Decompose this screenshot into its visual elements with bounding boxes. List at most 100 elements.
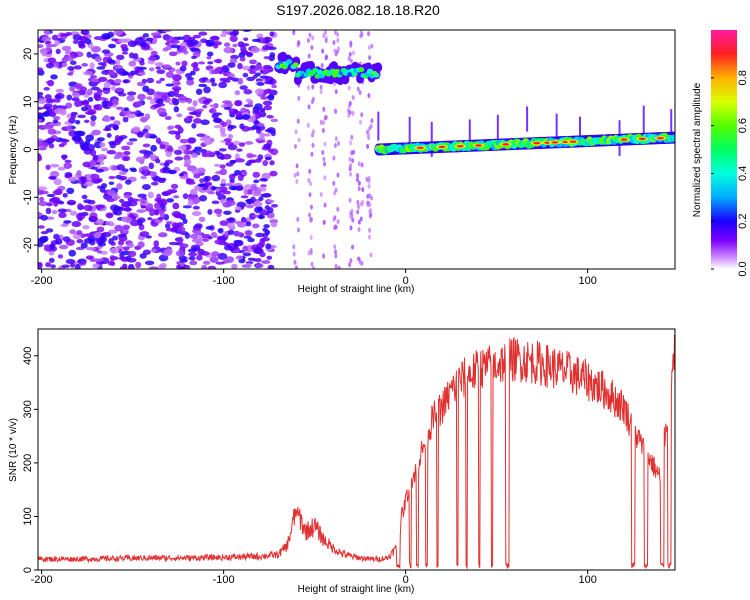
noise-speck	[91, 46, 101, 53]
noise-speck	[321, 48, 325, 54]
noise-speck	[46, 216, 55, 220]
noise-speck	[189, 260, 198, 266]
noise-speck	[114, 224, 123, 232]
x-tick-label: 0	[403, 574, 409, 586]
noise-speck	[174, 156, 184, 161]
noise-speck	[114, 134, 121, 142]
signal-cell	[671, 134, 675, 142]
noise-speck	[240, 195, 249, 199]
noise-speck	[94, 258, 105, 262]
noise-speck	[164, 115, 172, 121]
noise-speck	[182, 34, 192, 42]
noise-speck	[267, 264, 275, 269]
noise-speck	[157, 216, 165, 221]
noise-speck	[245, 221, 252, 227]
noise-speck	[179, 65, 187, 72]
noise-speck	[260, 96, 268, 100]
noise-speck	[38, 189, 45, 195]
noise-speck	[262, 100, 273, 106]
colorbar: 0.0 0.2 0.4 0.6 0.8 Normalized spectral ampl…	[692, 30, 749, 277]
noise-speck	[179, 259, 188, 263]
noise-speck	[214, 163, 221, 167]
noise-speck	[189, 233, 199, 239]
noise-speck	[88, 215, 97, 223]
noise-speck	[205, 39, 215, 47]
noise-speck	[215, 58, 222, 64]
noise-speck	[175, 250, 185, 257]
noise-speck	[262, 45, 270, 51]
noise-speck	[110, 241, 116, 246]
noise-speck	[260, 107, 266, 113]
noise-speck	[113, 30, 123, 36]
noise-speck	[52, 98, 61, 103]
noise-speck	[198, 77, 207, 83]
noise-speck	[65, 31, 72, 36]
snr-panel: -200 -100 0 100 0 100 200 300 400 Height of str…	[8, 328, 676, 595]
noise-speck	[128, 213, 135, 218]
noise-speck	[43, 87, 50, 91]
noise-speck	[69, 210, 78, 216]
noise-speck	[172, 202, 180, 210]
noise-speck	[62, 236, 71, 243]
noise-speck	[361, 199, 365, 205]
noise-speck	[47, 128, 57, 135]
noise-speck	[95, 218, 105, 225]
noise-speck	[96, 137, 105, 142]
noise-speck	[127, 250, 137, 258]
noise-speck	[131, 198, 139, 202]
noise-speck	[205, 225, 214, 230]
noise-speck	[115, 174, 123, 180]
x-tick-label: -200	[31, 574, 53, 586]
noise-speck	[95, 168, 105, 173]
noise-speck	[293, 172, 297, 178]
noise-speck	[266, 199, 275, 204]
noise-speck	[348, 262, 352, 268]
x-tick-label: 0	[403, 275, 409, 287]
noise-speck	[310, 151, 314, 157]
signal-spike	[642, 105, 645, 134]
noise-speck	[61, 264, 70, 268]
x-tick-label: -100	[213, 574, 235, 586]
noise-speck	[177, 126, 184, 134]
noise-speck	[89, 62, 95, 69]
spectrogram-x-ticks: -200 -100 0 100	[31, 269, 597, 287]
noise-speck	[261, 172, 271, 180]
noise-speck	[128, 52, 135, 59]
noise-speck	[249, 59, 257, 65]
noise-speck	[86, 88, 93, 96]
noise-speck	[122, 116, 129, 123]
noise-speck	[107, 190, 117, 197]
noise-speck	[148, 162, 155, 170]
noise-speck	[324, 38, 328, 44]
noise-speck	[350, 134, 354, 140]
noise-speck	[192, 67, 200, 72]
noise-speck	[307, 212, 311, 218]
noise-speck	[349, 258, 353, 264]
noise-speck	[225, 256, 235, 263]
noise-speck	[259, 251, 266, 258]
noise-speck	[77, 203, 83, 209]
noise-speck	[101, 32, 111, 40]
noise-speck	[39, 236, 48, 243]
noise-speck	[142, 85, 150, 93]
noise-speck	[51, 210, 58, 215]
noise-speck	[333, 48, 337, 54]
noise-speck	[191, 152, 199, 158]
noise-speck	[183, 149, 192, 155]
noise-speck	[57, 208, 67, 213]
noise-speck	[57, 166, 66, 171]
noise-speck	[254, 72, 261, 77]
noise-speck	[170, 183, 179, 190]
noise-speck	[261, 260, 271, 264]
noise-speck	[349, 163, 353, 169]
noise-speck	[349, 214, 353, 220]
noise-speck	[156, 98, 164, 105]
noise-speck	[122, 224, 131, 230]
noise-speck	[227, 76, 234, 81]
noise-speck	[243, 235, 252, 239]
noise-speck	[117, 240, 125, 246]
noise-speck	[234, 206, 242, 210]
noise-speck	[200, 251, 210, 256]
noise-speck	[198, 148, 207, 153]
signal-peak	[569, 140, 577, 143]
